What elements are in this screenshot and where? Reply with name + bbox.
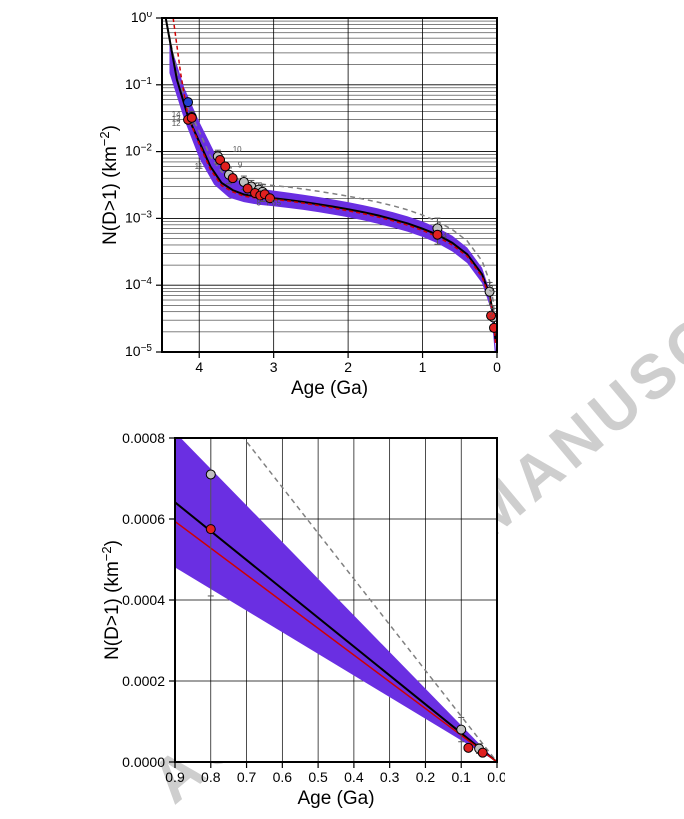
svg-text:8: 8: [257, 199, 262, 208]
svg-text:0.0004: 0.0004: [122, 592, 165, 608]
svg-text:0.1: 0.1: [451, 769, 471, 785]
svg-text:0.0008: 0.0008: [122, 432, 165, 446]
svg-text:9: 9: [238, 160, 243, 169]
top-chart: 1413121110987654324321010010−110−210−310…: [100, 12, 505, 402]
svg-text:0.3: 0.3: [380, 769, 400, 785]
svg-text:N(D>1) (km−2): N(D>1) (km−2): [100, 125, 121, 245]
svg-text:3: 3: [270, 359, 278, 375]
svg-text:0.5: 0.5: [308, 769, 328, 785]
svg-text:11: 11: [195, 162, 204, 171]
svg-text:10−2: 10−2: [125, 142, 152, 159]
svg-text:0.2: 0.2: [416, 769, 436, 785]
svg-text:0.9: 0.9: [165, 769, 185, 785]
svg-text:3: 3: [489, 285, 494, 294]
svg-text:4: 4: [443, 232, 448, 241]
svg-text:0.0000: 0.0000: [122, 754, 165, 770]
svg-text:0.4: 0.4: [344, 769, 364, 785]
svg-text:1: 1: [419, 359, 427, 375]
svg-text:N(D>1) (km−2): N(D>1) (km−2): [100, 540, 123, 660]
svg-text:7: 7: [265, 199, 270, 208]
svg-text:0.0: 0.0: [487, 769, 505, 785]
svg-text:0.7: 0.7: [237, 769, 257, 785]
svg-text:5: 5: [277, 199, 282, 208]
svg-text:2: 2: [489, 310, 494, 319]
svg-text:0.6: 0.6: [273, 769, 293, 785]
svg-text:4: 4: [195, 359, 203, 375]
svg-text:10−1: 10−1: [125, 75, 152, 92]
svg-text:Age (Ga): Age (Ga): [297, 788, 374, 809]
svg-text:10−5: 10−5: [125, 343, 152, 360]
svg-text:2: 2: [344, 359, 352, 375]
svg-text:0.0002: 0.0002: [122, 673, 165, 689]
svg-text:0.8: 0.8: [201, 769, 221, 785]
svg-text:100: 100: [131, 12, 153, 25]
svg-text:10: 10: [233, 145, 242, 154]
bottom-chart: 0.9 0.8 0.7 0.6 0.5 0.4 0.3 0.2 0.1 0.0 0.0000 0.00…: [100, 432, 505, 812]
svg-text:10−3: 10−3: [125, 209, 152, 226]
svg-text:0: 0: [493, 359, 501, 375]
svg-text:Age (Ga): Age (Ga): [291, 378, 368, 399]
svg-text:12: 12: [172, 119, 181, 128]
svg-text:0.0006: 0.0006: [122, 511, 165, 527]
svg-text:10−4: 10−4: [125, 276, 152, 293]
